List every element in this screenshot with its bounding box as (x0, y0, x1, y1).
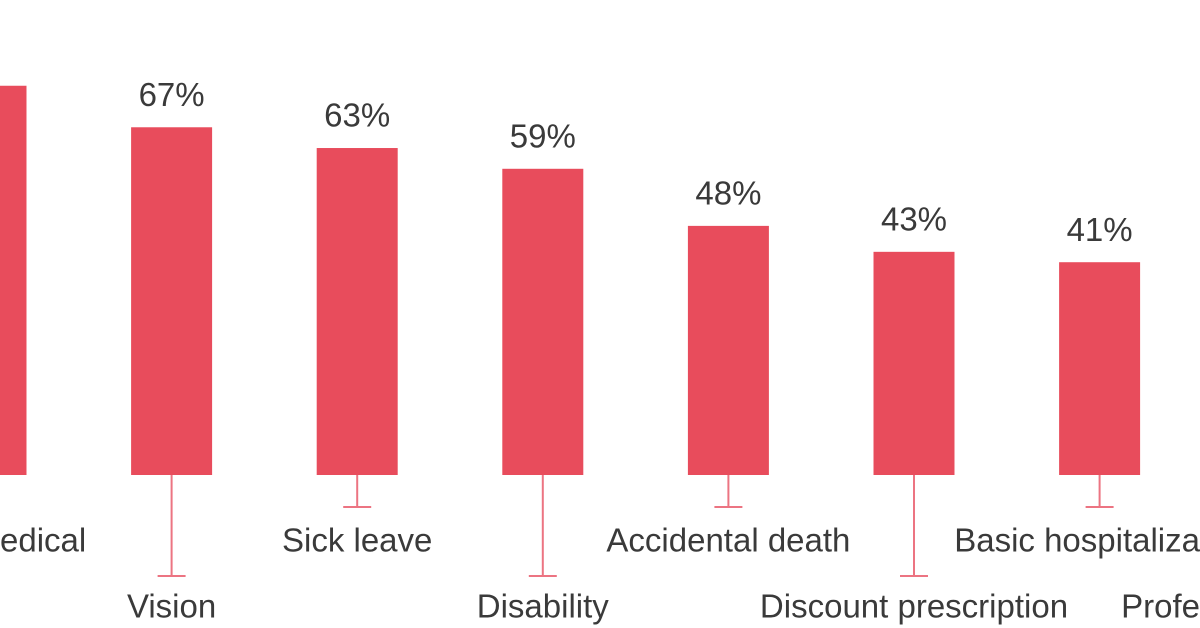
x-tick-label: Basic hospitaliza (954, 522, 1200, 559)
bar (1059, 262, 1141, 475)
x-tick-label: Profe (1121, 588, 1200, 625)
value-label: 63% (324, 97, 390, 134)
bar (873, 251, 955, 475)
value-label: 41% (1067, 211, 1133, 248)
x-tick-label: Accidental death (606, 522, 850, 559)
value-label: 48% (695, 175, 761, 212)
x-tick-label: Vision (127, 588, 216, 625)
x-tick-label: edical (0, 522, 86, 559)
x-tick-label: Discount prescription (760, 588, 1068, 625)
value-label: 59% (510, 118, 576, 155)
value-label: % (0, 34, 1, 71)
x-tick-label: Sick leave (282, 522, 432, 559)
value-label: 43% (881, 201, 947, 238)
bar (502, 168, 584, 476)
value-label: 67% (139, 76, 205, 113)
x-tick-label: Disability (477, 588, 610, 625)
bar (131, 127, 213, 476)
bar (316, 148, 398, 475)
bar (687, 225, 769, 475)
bar (0, 85, 27, 475)
